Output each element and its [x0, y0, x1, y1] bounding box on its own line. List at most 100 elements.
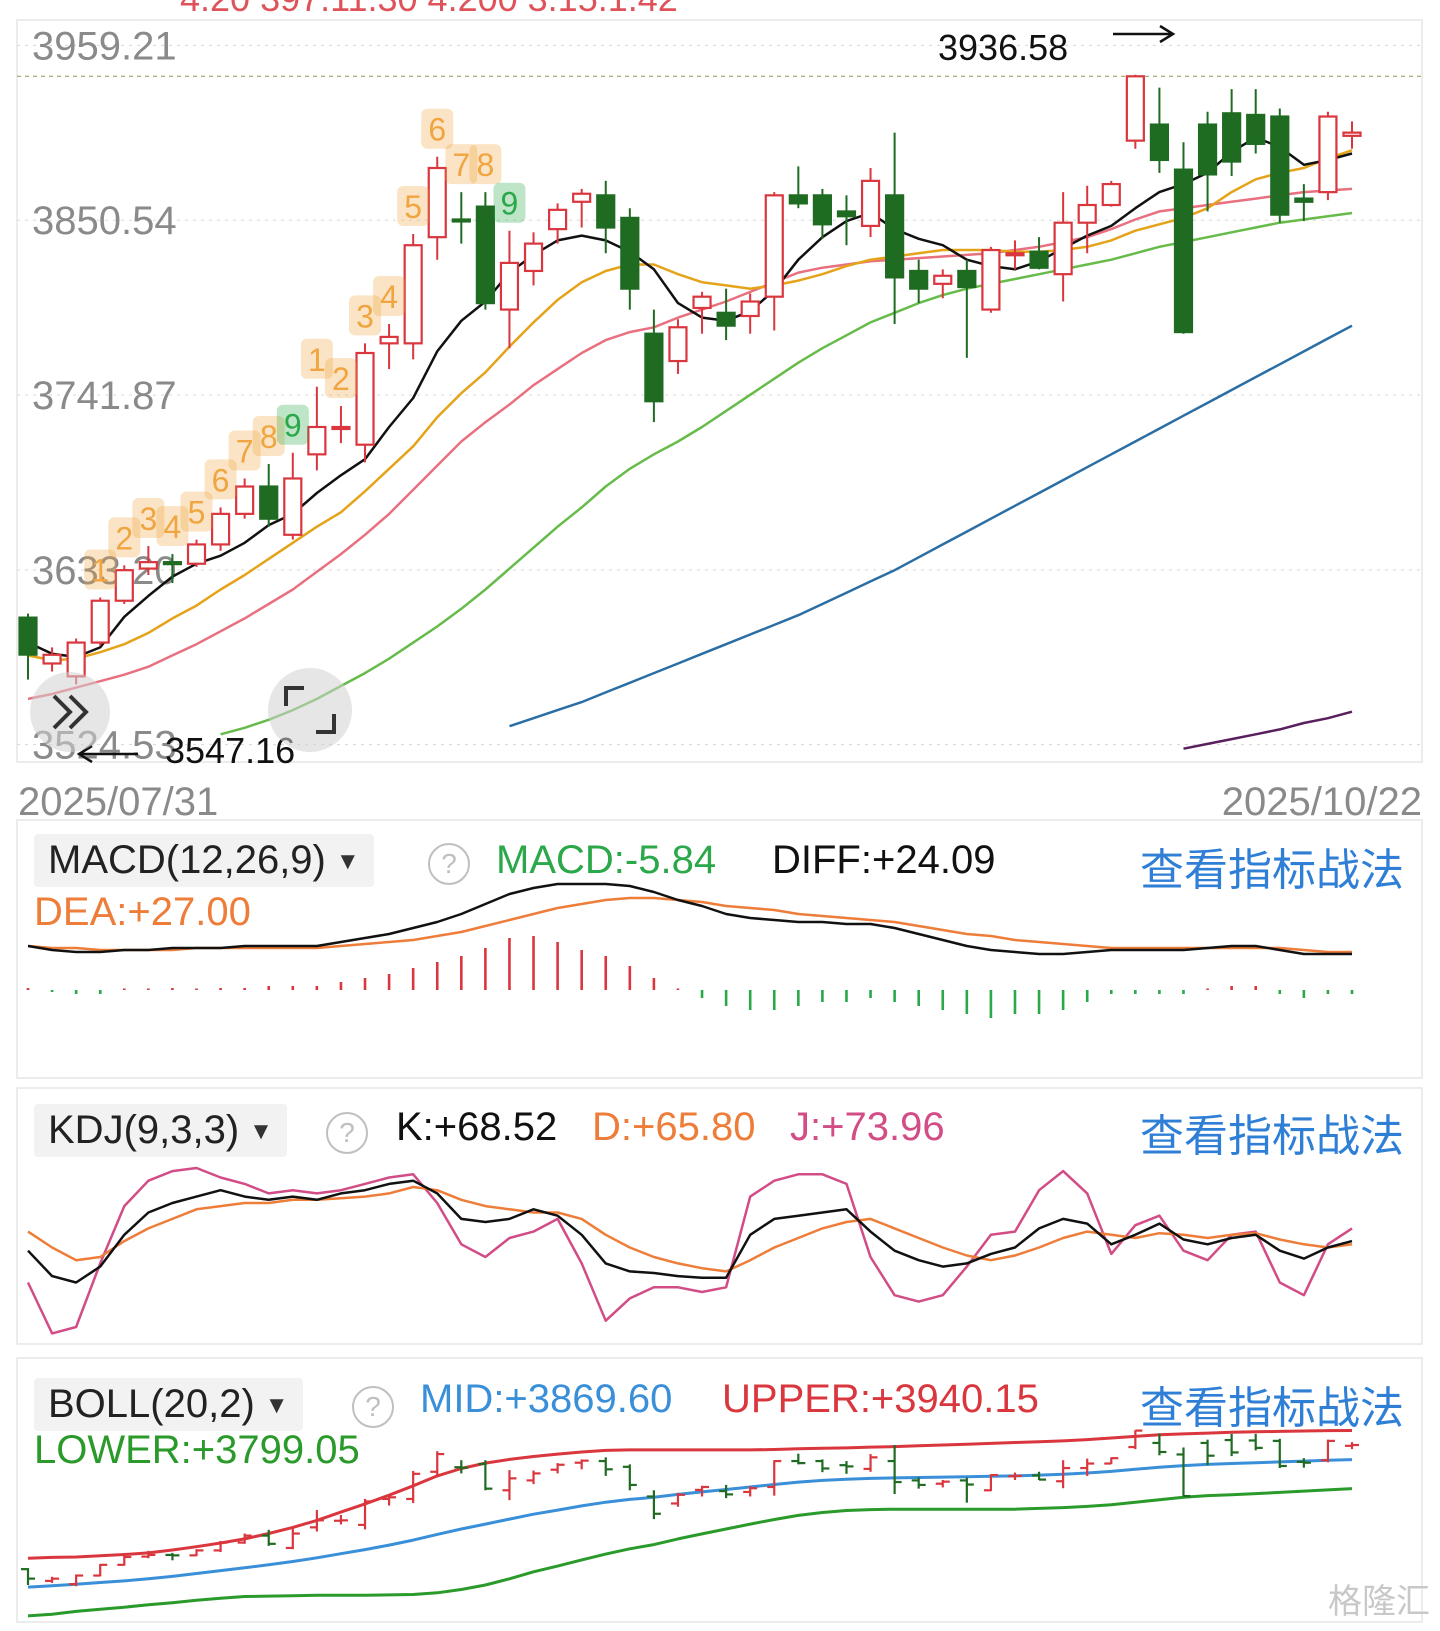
td-count-label: 5 [188, 495, 206, 531]
candle-body [162, 561, 183, 566]
fullscreen-button[interactable] [268, 668, 352, 752]
candle-body [668, 326, 688, 363]
macd-histogram-bar [267, 986, 271, 990]
collapse-panel-button[interactable] [30, 672, 110, 752]
td-count-badge [228, 430, 261, 471]
start-date-label: 2025/07/31 [18, 780, 218, 824]
td-count-badge [445, 144, 478, 185]
candle-body [547, 208, 568, 231]
macd-histogram-bar [74, 990, 78, 994]
macd-histogram-bar [845, 990, 848, 1002]
macd-panel-frame [16, 819, 1423, 1079]
td-count-badge [276, 404, 309, 445]
low-price-annotation: 3547.16 [165, 730, 295, 771]
candlesticks [18, 74, 1362, 685]
boll-lower-value: LOWER:+3799.05 [34, 1428, 360, 1472]
td-count-label: 2 [332, 361, 350, 397]
td-count-label: 8 [476, 147, 494, 183]
macd-histogram-bar [484, 948, 487, 990]
k-value: K:+68.52 [396, 1105, 558, 1149]
macd-histogram-bar [1326, 990, 1330, 994]
candle-body [1125, 75, 1145, 142]
candle-body [1029, 250, 1049, 269]
price-tick-label: 3959.21 [32, 24, 177, 68]
macd-histogram-bar [1278, 990, 1282, 994]
dea-line [27, 896, 1352, 954]
candle-body [475, 205, 495, 305]
candle-body [1197, 123, 1218, 176]
candle-body [1294, 197, 1314, 203]
macd-histogram-bar [460, 956, 463, 990]
kdj-help-icon[interactable]: ? [326, 1112, 368, 1154]
macd-histogram-bar [195, 988, 198, 990]
macd-histogram-bar [724, 990, 728, 1006]
candle-body [379, 335, 399, 345]
macd-histogram-bar [1206, 988, 1209, 990]
candle-body [620, 216, 640, 290]
td-count-badge [84, 549, 117, 590]
macd-histogram-bar [1230, 986, 1233, 990]
left-arrow-icon [76, 744, 138, 764]
boll-strategy-link[interactable]: 查看指标战法 [1140, 1384, 1404, 1433]
macd-histogram-bar [1182, 990, 1185, 994]
macd-histogram-bar [1109, 990, 1113, 994]
candle-body [644, 332, 664, 403]
macd-selector[interactable]: MACD(12,26,9) ▼ [34, 834, 374, 887]
j-value: J:+73.96 [790, 1105, 945, 1149]
dea-value: DEA:+27.00 [34, 890, 251, 934]
macd-histogram-bar [122, 988, 126, 990]
candle-body [235, 485, 255, 515]
td-count-label: 9 [501, 186, 519, 222]
watermark: 格隆汇 [1328, 1583, 1430, 1621]
macd-histogram-bar [147, 988, 150, 990]
price-tick-label: 3741.87 [32, 374, 177, 418]
macd-histogram-bar [917, 990, 920, 1006]
boll-upper-line [27, 1429, 1353, 1560]
candle-body [1270, 115, 1290, 216]
td-count-label: 6 [212, 462, 230, 498]
moving-average-lines [27, 136, 1353, 750]
td-count-badge [349, 295, 382, 336]
macd-histogram-bar [556, 942, 559, 990]
candle-body [1173, 168, 1194, 334]
boll-selector[interactable]: BOLL(20,2) ▼ [34, 1378, 303, 1431]
td-count-label: 5 [404, 189, 422, 225]
expand-icon [284, 686, 336, 734]
candle-body [499, 261, 520, 311]
high-price-annotation: 3936.58 [938, 27, 1068, 68]
candle-body [331, 425, 351, 431]
macd-value: MACD:-5.84 [496, 838, 717, 882]
macd-help-icon[interactable]: ? [428, 843, 470, 885]
kdj-selector[interactable]: KDJ(9,3,3) ▼ [34, 1104, 287, 1157]
td-count-badge [373, 276, 406, 317]
td-count-label: 4 [164, 509, 182, 545]
td-count-label: 1 [308, 342, 326, 378]
candle-body [788, 194, 808, 205]
kdj-strategy-link[interactable]: 查看指标战法 [1140, 1112, 1404, 1161]
macd-strategy-link[interactable]: 查看指标战法 [1140, 846, 1404, 895]
macd-histogram-bar [508, 938, 511, 990]
ma30-line [220, 211, 1353, 736]
macd-histogram-bar [50, 990, 54, 992]
candle-body [523, 242, 544, 273]
right-arrow-icon [1113, 24, 1176, 44]
macd-histogram-bar [821, 990, 824, 1002]
boll-upper-value: UPPER:+3940.15 [722, 1377, 1039, 1421]
macd-histogram-bar [652, 978, 656, 990]
dropdown-caret-icon: ▼ [335, 848, 360, 876]
boll-panel-frame [16, 1357, 1423, 1623]
macd-histogram-bar [1302, 990, 1306, 998]
macd-histogram-bar [435, 962, 439, 990]
candle-body [764, 194, 784, 298]
boll-help-icon[interactable]: ? [352, 1386, 394, 1428]
macd-histogram-bar [941, 990, 945, 1010]
td-count-badge [421, 108, 454, 149]
macd-histogram-bar [1061, 990, 1065, 1010]
td-count-label: 7 [236, 433, 254, 469]
candle-body [812, 194, 833, 226]
candle-body [114, 569, 134, 602]
candle-body [1222, 112, 1242, 163]
macd-histogram-bar [98, 990, 102, 994]
td-count-label: 9 [284, 408, 302, 444]
